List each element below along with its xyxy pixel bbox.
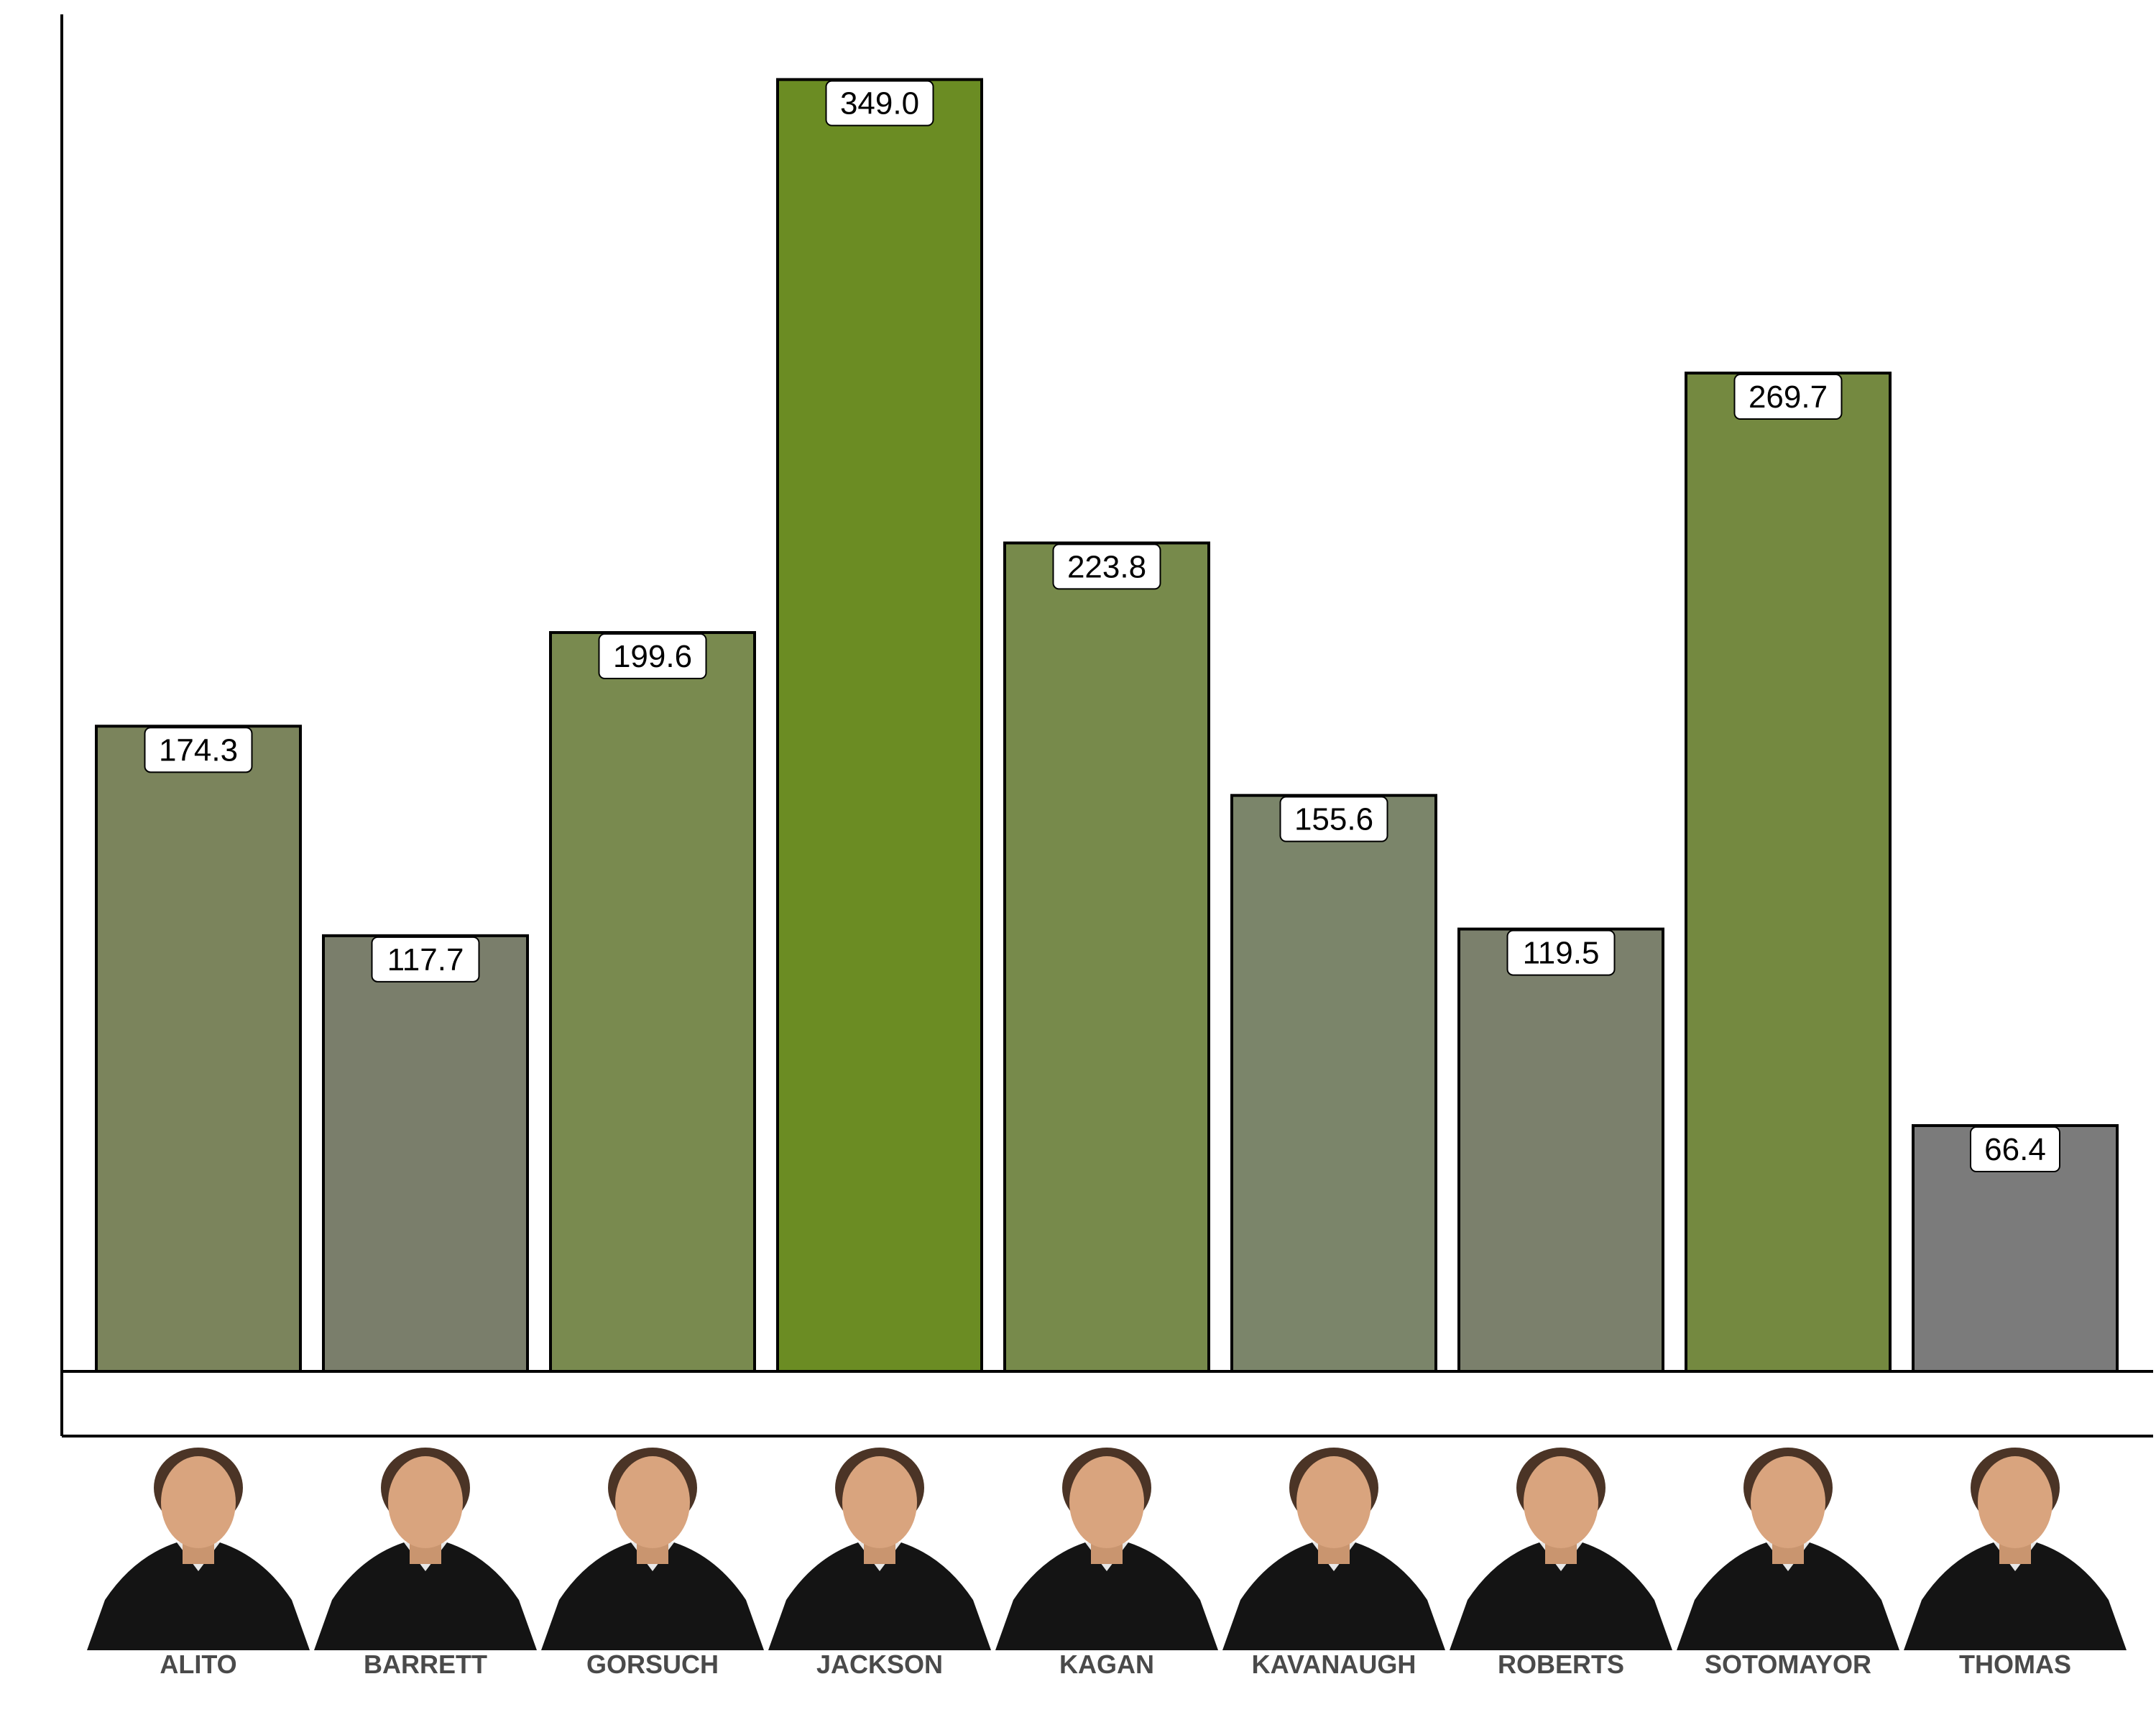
- portraits: [87, 1448, 2127, 1650]
- category-label: BARRETT: [364, 1650, 487, 1679]
- data-label-box: [1970, 1126, 2060, 1173]
- data-label-box: [825, 80, 934, 126]
- data-label-box: [144, 727, 253, 773]
- bar-alito: [95, 724, 302, 1373]
- bar-sotomayor: [1685, 372, 1892, 1373]
- data-label: 155.6: [1294, 802, 1373, 837]
- category-label: KAGAN: [1059, 1650, 1154, 1679]
- data-label-box: [1052, 543, 1161, 590]
- category-label: JACKSON: [816, 1650, 943, 1679]
- bar-roberts: [1457, 927, 1664, 1373]
- portrait-icon: [995, 1448, 1218, 1650]
- category-label: THOMAS: [1959, 1650, 2071, 1679]
- category-label: ROBERTS: [1498, 1650, 1624, 1679]
- category-label: GORSUCH: [586, 1650, 719, 1679]
- data-label: 174.3: [159, 732, 238, 768]
- category-label: KAVANAUGH: [1252, 1650, 1416, 1679]
- portrait-icon: [314, 1448, 537, 1650]
- portrait-icon: [1450, 1448, 1672, 1650]
- portrait-icon: [541, 1448, 764, 1650]
- data-label: 117.7: [387, 942, 464, 978]
- category-label: ALITO: [160, 1650, 236, 1679]
- bar-gorsuch: [549, 631, 756, 1373]
- portrait-icon: [1677, 1448, 1899, 1650]
- data-label-box: [1506, 929, 1616, 976]
- data-label: 223.8: [1067, 549, 1146, 584]
- bar-kavanaugh: [1230, 794, 1437, 1374]
- data-label: 349.0: [840, 86, 919, 121]
- data-label-box: [1279, 796, 1388, 842]
- data-label: 119.5: [1523, 936, 1600, 971]
- bar-kagan: [1003, 541, 1210, 1373]
- portrait-icon: [768, 1448, 991, 1650]
- labels: ALITO BARRETT GORSUCH JACKSON KAGAN KAVANAUGH…: [160, 1650, 2071, 1679]
- portrait-icon: [1222, 1448, 1445, 1650]
- bar-jackson: [776, 78, 983, 1373]
- data-label-box: [371, 936, 480, 983]
- data-label: 66.4: [1984, 1132, 2046, 1167]
- data-label-box: [598, 633, 707, 680]
- portrait-icon: [1904, 1448, 2127, 1650]
- data-label-box: [1733, 374, 1843, 420]
- data-label: 269.7: [1749, 380, 1828, 415]
- category-label: SOTOMAYOR: [1705, 1650, 1871, 1679]
- data-label: 199.6: [613, 639, 692, 674]
- bars: 174.3 117.7 199.6 349.0 223.8 155.6 119.5 269.7…: [95, 78, 2119, 1374]
- bar-barrett: [322, 934, 529, 1373]
- portrait-icon: [87, 1448, 310, 1650]
